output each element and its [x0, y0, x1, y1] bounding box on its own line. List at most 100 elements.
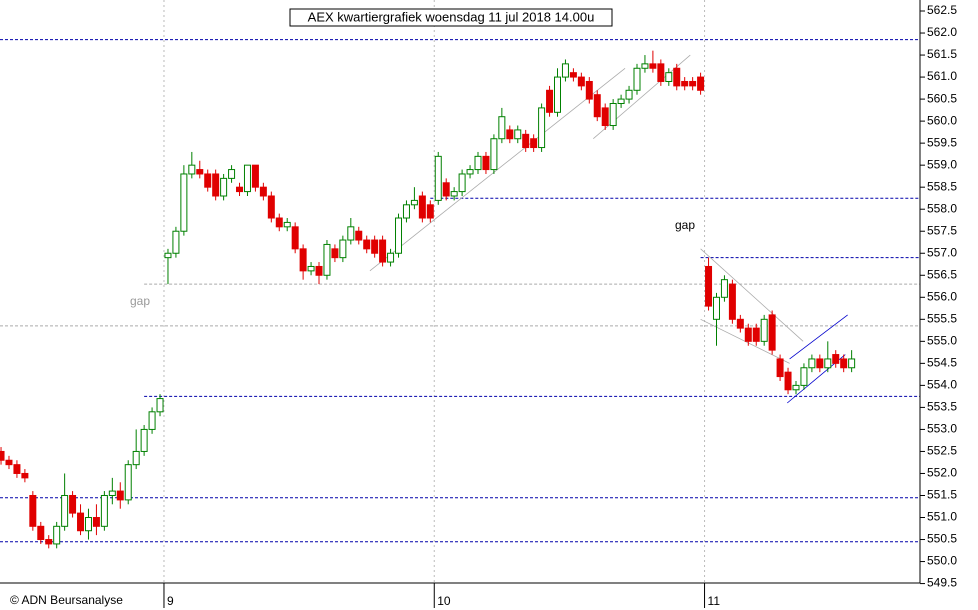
candle-body	[204, 173, 212, 188]
candle-body	[283, 221, 291, 228]
y-tick-label: 560.0	[927, 113, 957, 127]
candle-body	[379, 239, 387, 263]
candle-body	[792, 384, 800, 391]
candle-body	[426, 204, 434, 219]
candle-body	[593, 94, 601, 118]
candle-body	[673, 67, 681, 87]
candle-body	[800, 367, 808, 386]
trend-line	[369, 67, 626, 272]
candle-body	[657, 63, 665, 82]
candle-body	[617, 98, 625, 105]
candle-body	[514, 129, 522, 140]
candle-body	[307, 265, 315, 272]
candle-body	[275, 217, 283, 228]
candle-body	[267, 195, 275, 219]
candle-body	[474, 155, 482, 171]
candle-body	[339, 239, 347, 259]
y-tick-label: 562.0	[927, 25, 957, 39]
candle-body	[236, 186, 244, 193]
candle-body	[108, 490, 116, 496]
candle-body	[116, 490, 124, 501]
candle-body	[808, 358, 816, 369]
candle-body	[243, 164, 251, 193]
candle-body	[315, 265, 323, 276]
candle-body	[712, 296, 720, 320]
y-tick-label: 557.0	[927, 245, 957, 259]
y-tick-label: 554.0	[927, 378, 957, 392]
title-box	[289, 8, 613, 27]
candle-body	[37, 525, 45, 541]
y-tick-label: 554.5	[927, 356, 957, 370]
y-tick-label: 552.5	[927, 444, 957, 458]
candle-body	[840, 358, 848, 369]
candle-body	[554, 76, 562, 113]
candle-body	[355, 230, 363, 241]
candle-body	[546, 89, 554, 113]
candle-body	[410, 199, 418, 206]
candle-body	[371, 239, 379, 254]
x-tick-label: 9	[167, 594, 174, 608]
candle-body	[625, 89, 633, 100]
candle-body	[450, 191, 458, 197]
candle-body	[697, 76, 705, 91]
candle-body	[768, 314, 776, 351]
candle-body	[744, 327, 752, 342]
y-tick-label: 555.0	[927, 334, 957, 348]
candle-body	[832, 354, 840, 364]
y-tick-label: 551.0	[927, 510, 957, 524]
candle-body	[689, 80, 697, 87]
y-tick-label: 549.5	[927, 576, 957, 590]
candle-body	[29, 494, 37, 527]
candle-body	[84, 517, 92, 532]
candle-body	[347, 226, 355, 241]
candle-body	[395, 217, 403, 254]
y-tick-label: 558.5	[927, 179, 957, 193]
candle-body	[816, 358, 824, 369]
candle-body	[530, 138, 538, 149]
y-tick-label: 557.5	[927, 223, 957, 237]
y-tick-label: 560.5	[927, 91, 957, 105]
candle-body	[434, 155, 442, 201]
candle-body	[299, 248, 307, 272]
candle-body	[77, 512, 85, 532]
candle-body	[100, 494, 108, 527]
chart-title: AEX kwartiergrafiek woensdag 11 jul 2018…	[308, 9, 595, 24]
candle-body	[824, 358, 832, 369]
y-tick-label: 550.0	[927, 554, 957, 568]
candle-body	[140, 428, 148, 452]
candle-body	[585, 80, 593, 100]
candle-body	[776, 358, 784, 378]
candle-body	[760, 318, 768, 342]
x-tick-label: 11	[708, 594, 721, 608]
candle-body	[259, 186, 267, 197]
trend-line	[789, 314, 848, 360]
candle-body	[522, 133, 530, 149]
candle-body	[752, 327, 760, 342]
y-tick-label: 556.5	[927, 267, 957, 281]
candle-body	[665, 72, 673, 82]
candle-body	[402, 204, 410, 219]
candle-body	[69, 494, 77, 514]
candle-body	[418, 195, 426, 219]
candle-body	[132, 450, 140, 466]
candle-body	[466, 169, 474, 175]
y-tick-label: 559.5	[927, 135, 957, 149]
candle-body	[13, 464, 21, 474]
candle-body	[188, 164, 196, 175]
candle-body	[538, 107, 546, 149]
candle-body	[848, 358, 856, 369]
y-tick-label: 555.5	[927, 311, 957, 325]
candle-body	[331, 248, 339, 259]
candle-body	[323, 243, 331, 276]
y-tick-label: 559.0	[927, 157, 957, 171]
trend-line	[700, 248, 804, 342]
candle-body	[482, 155, 490, 171]
candle-body	[705, 265, 713, 307]
candle-body	[45, 539, 53, 545]
candle-body	[148, 411, 156, 430]
candle-body	[124, 464, 132, 501]
y-tick-label: 550.5	[927, 532, 957, 546]
y-tick-label: 552.0	[927, 466, 957, 480]
candle-body	[180, 173, 188, 232]
